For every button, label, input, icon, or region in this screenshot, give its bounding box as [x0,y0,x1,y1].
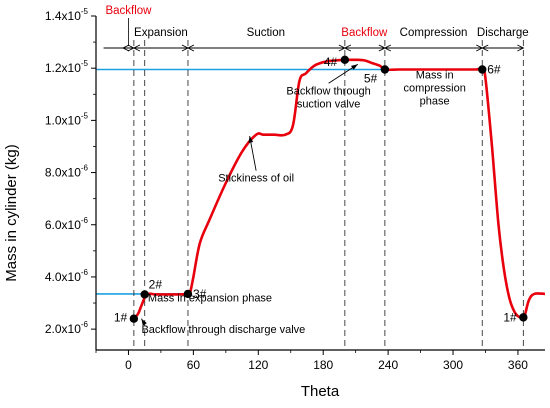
x-axis-label: Theta [301,383,340,400]
phase-arrow-left-1 [132,44,141,52]
annotation-arrowhead-2 [248,136,254,143]
state-point-2 [183,289,193,299]
phase-arrow-left-5 [481,44,489,52]
phase-arrow-left-4 [383,44,392,52]
y-tick-label-6: 1.4x10-5 [45,7,89,23]
phase-arrow-right-5 [517,44,525,52]
phase-arrow-left-3 [343,44,352,52]
annotation-arrowhead-1 [141,318,147,326]
state-point-label-4: 5# [364,71,378,85]
annotation-4: Mass in compression phase [403,70,465,108]
x-tick-label-6: 360 [508,358,528,372]
annotation-1: Backflow through discharge valve [141,324,305,336]
y-tick-label-3: 8.0x10-6 [45,164,89,180]
x-tick-label-0: 0 [125,358,132,372]
phase-label-5: Discharge [477,27,529,39]
phase-label-2: Suction [247,27,285,39]
phase-label-0: Backflow [105,5,152,17]
y-tick-label-4: 1.0x10-5 [45,111,89,127]
phase-arrow-left-2 [186,44,195,52]
state-point-3 [340,55,350,65]
state-point-0 [129,314,139,323]
x-tick-label-2: 120 [248,358,268,372]
y-tick-label-5: 1.2x10-5 [45,59,89,75]
annotation-3: Backflow through suction valve [286,85,370,110]
x-tick-label-5: 300 [443,358,463,372]
state-points: 1# 2# 3# 4# 5# 6# 1# [114,55,528,325]
state-point-label-3: 4# [324,55,338,69]
y-tick-label-2: 6.0x10-6 [45,216,89,232]
annotations: Mass in expansion phase Backflow through … [141,63,466,336]
x-tick-label-3: 180 [313,358,333,372]
annotation-0: Mass in expansion phase [148,293,272,305]
phase-label-3: Backflow [341,27,388,39]
state-point-label-1: 2# [149,277,163,291]
x-tick-label-1: 60 [187,358,201,372]
state-point-1 [140,290,149,299]
state-point-label-0: 1# [114,311,128,325]
state-point-5 [478,65,487,74]
annotation-arrowhead-3 [351,64,358,70]
state-point-label-2: 3# [193,287,207,301]
state-point-label-6: 1# [503,310,517,324]
y-tick-label-1: 4.0x10-6 [45,268,89,284]
y-axis-label: Mass in cylinder (kg) [3,144,20,282]
state-point-label-5: 6# [487,62,501,76]
phase-label-4: Compression [400,27,468,39]
phase-boundary-lines [133,40,524,350]
x-tick-label-4: 240 [378,358,398,372]
state-point-4 [380,65,390,74]
phase-arrow-left-0 [122,44,130,52]
phase-bar: Backflow Expansion Suction Backflow Compress… [103,5,529,52]
y-tick-label-0: 2.0x10-6 [45,320,89,336]
state-point-6 [519,313,528,322]
axes: 0 60 120 180 240 300 360 2.0x10-6 4.0x10-6 6.0x10… [45,7,545,372]
phase-label-1: Expansion [134,27,188,39]
annotation-2: Stickiness of oil [218,173,294,185]
